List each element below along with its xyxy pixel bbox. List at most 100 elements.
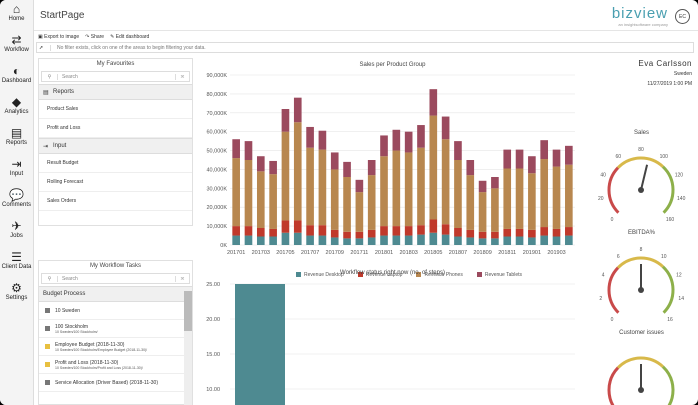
bar-segment[interactable] [355, 192, 364, 232]
bar-segment[interactable] [441, 116, 450, 140]
bar-segment[interactable] [281, 220, 290, 233]
favourites-group[interactable]: ▤ Reports [39, 84, 192, 100]
bar-segment[interactable] [269, 160, 277, 175]
bar-segment[interactable] [367, 160, 376, 176]
bar-segment[interactable] [552, 228, 561, 237]
bar-segment[interactable] [355, 179, 364, 193]
bar-segment[interactable] [355, 238, 364, 245]
bar-segment[interactable] [232, 226, 240, 236]
bar-segment[interactable] [330, 169, 339, 230]
bar-segment[interactable] [269, 174, 277, 229]
bar-segment[interactable] [392, 235, 401, 245]
favourites-group[interactable]: ⇥ Input [39, 138, 192, 154]
bar-segment[interactable] [330, 237, 339, 245]
bar-segment[interactable] [540, 235, 549, 245]
tasks-search[interactable]: ⚲ Search ≍ [41, 273, 190, 284]
nav-item-client-data[interactable]: ☰ Client Data [0, 248, 33, 279]
bar-segment[interactable] [343, 238, 351, 245]
bar-segment[interactable] [232, 139, 240, 159]
bar-segment[interactable] [232, 235, 240, 245]
bar-segment[interactable] [232, 158, 240, 227]
bar-segment[interactable] [244, 141, 253, 160]
bar-segment[interactable] [515, 236, 524, 246]
bar-segment[interactable] [429, 115, 438, 220]
bar-segment[interactable] [565, 145, 573, 165]
bar-segment[interactable] [404, 235, 413, 245]
bar-segment[interactable] [454, 141, 462, 160]
bar-segment[interactable] [367, 175, 376, 230]
favourite-item[interactable]: Result Budget [39, 154, 192, 173]
bar-segment[interactable] [392, 150, 401, 227]
bar-segment[interactable] [528, 237, 536, 245]
edit-dashboard-button[interactable]: ✎ Edit dashboard [110, 33, 150, 40]
bar-segment[interactable] [404, 152, 413, 227]
bar-segment[interactable] [565, 164, 573, 228]
nav-item-dashboard[interactable]: ◐ Dashboard [0, 62, 33, 93]
bar-segment[interactable] [306, 225, 314, 236]
bar-segment[interactable] [491, 177, 499, 189]
bar-segment[interactable] [478, 180, 487, 193]
bar-segment[interactable] [306, 147, 314, 226]
bar-segment[interactable] [503, 168, 512, 229]
bar-segment[interactable] [244, 235, 253, 245]
bar-segment[interactable] [281, 109, 290, 132]
bar-segment[interactable] [417, 234, 425, 245]
nav-item-jobs[interactable]: ✈ Jobs [0, 217, 33, 248]
bar-segment[interactable] [367, 237, 376, 245]
bar-segment[interactable] [454, 228, 462, 237]
bar-segment[interactable] [503, 228, 512, 237]
avatar[interactable]: EC [675, 9, 690, 24]
bar-segment[interactable] [318, 225, 327, 236]
bar-segment[interactable] [306, 126, 314, 148]
bar-segment[interactable] [552, 166, 561, 229]
bar-segment[interactable] [540, 140, 549, 160]
nav-item-analytics[interactable]: ◆ Analytics [0, 93, 33, 124]
bar-segment[interactable] [466, 237, 475, 245]
nav-item-input[interactable]: ⇥ Input [0, 155, 33, 186]
bar-segment[interactable] [343, 177, 351, 232]
workflow-bar[interactable] [235, 284, 285, 405]
favourite-item[interactable]: Sales Orders [39, 192, 192, 211]
task-group-header[interactable]: Budget Process [39, 286, 192, 302]
task-item[interactable]: 10 Sweden [39, 302, 192, 320]
collapse-icon[interactable]: ≍ [175, 73, 189, 80]
bar-segment[interactable] [441, 224, 450, 235]
bar-segment[interactable] [380, 156, 388, 227]
bar-segment[interactable] [528, 229, 536, 238]
bar-segment[interactable] [355, 231, 364, 239]
bar-segment[interactable] [417, 147, 425, 226]
bar-segment[interactable] [478, 231, 487, 239]
bar-segment[interactable] [380, 235, 388, 245]
bar-segment[interactable] [380, 135, 388, 157]
favourites-search[interactable]: ⚲ Search ≍ [41, 71, 190, 82]
bar-segment[interactable] [417, 225, 425, 235]
favourites-search-input[interactable]: Search [62, 73, 78, 80]
bar-segment[interactable] [491, 238, 499, 245]
nav-item-comments[interactable]: 💬 Comments [0, 186, 33, 217]
share-button[interactable]: ↷ Share [85, 33, 105, 40]
bar-segment[interactable] [441, 139, 450, 225]
favourite-item[interactable]: Rolling Forecast [39, 173, 192, 192]
bar-segment[interactable] [515, 149, 524, 169]
filter-bar[interactable]: ➚ No filter exists, click on one of the … [36, 42, 694, 53]
bar-segment[interactable] [565, 227, 573, 236]
nav-item-workflow[interactable]: ⇄ Workflow [0, 31, 33, 62]
bar-segment[interactable] [343, 231, 351, 239]
bar-segment[interactable] [281, 232, 290, 245]
bar-segment[interactable] [528, 156, 536, 174]
bar-segment[interactable] [454, 160, 462, 228]
bar-segment[interactable] [515, 168, 524, 229]
bar-segment[interactable] [293, 122, 302, 221]
bar-segment[interactable] [454, 236, 462, 246]
bar-segment[interactable] [552, 236, 561, 246]
bar-segment[interactable] [293, 220, 302, 233]
bar-segment[interactable] [293, 97, 302, 123]
bar-segment[interactable] [466, 175, 475, 230]
bar-segment[interactable] [466, 229, 475, 238]
bar-segment[interactable] [269, 228, 277, 237]
collapse-icon[interactable]: ≍ [175, 275, 189, 282]
bar-segment[interactable] [330, 152, 339, 170]
task-item[interactable]: Profit and Loss (2018-11-30) 10 Sweden/10… [39, 356, 192, 374]
bar-segment[interactable] [466, 160, 475, 176]
bar-segment[interactable] [318, 235, 327, 245]
